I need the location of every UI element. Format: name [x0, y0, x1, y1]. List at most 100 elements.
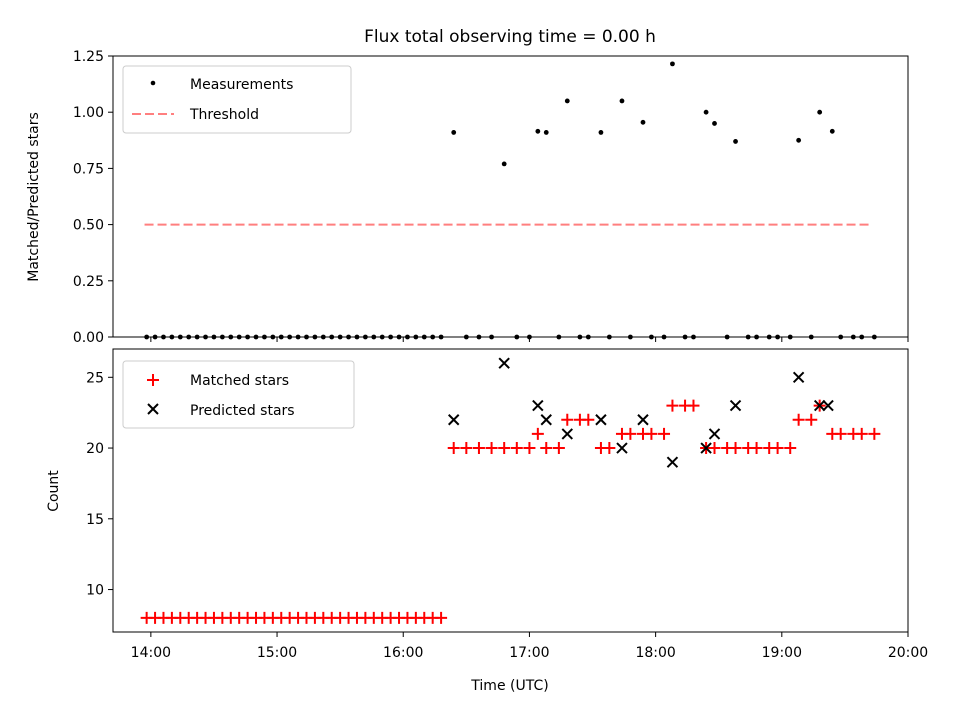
x-axis: 14:00 15:00 16:00 17:00 18:00 19:00 20:00	[131, 632, 928, 661]
predicted-point	[792, 371, 805, 384]
measurement-point	[514, 334, 520, 340]
measurement-point	[354, 334, 360, 340]
predicted-point	[616, 442, 628, 454]
matched-point	[687, 399, 700, 412]
measurement-point	[745, 334, 751, 340]
matched-point	[561, 413, 574, 426]
bottom-panel: 10 15 20 25 14:00 15:00 16:00 17:00 18:00 19:00 2…	[46, 348, 928, 694]
measurement-point	[295, 334, 301, 340]
x-axis-label: Time (UTC)	[470, 678, 548, 694]
measurement-point	[577, 334, 583, 340]
measurement-point	[829, 128, 835, 134]
predicted-point	[532, 399, 544, 412]
matched-point	[531, 427, 544, 440]
top-y-tick-label: 1.00	[73, 105, 104, 121]
measurement-point	[501, 161, 507, 167]
measurement-point	[262, 334, 267, 340]
measurement-point	[649, 334, 654, 340]
matched-point	[540, 442, 553, 455]
predicted-legend-label: Predicted stars	[190, 403, 295, 419]
predicted-point	[700, 442, 712, 454]
bottom-y-tick-label: 10	[86, 583, 104, 599]
matched-point	[868, 427, 881, 440]
measurement-point	[194, 334, 200, 340]
predicted-points	[448, 357, 834, 468]
measurement-point	[606, 334, 612, 340]
measurement-legend-marker	[150, 80, 156, 86]
matched-point	[658, 427, 671, 440]
measurement-point	[169, 334, 175, 340]
matched-point	[834, 427, 847, 440]
measurement-point	[203, 334, 208, 340]
measurement-point	[152, 334, 158, 340]
measurement-point	[598, 130, 604, 135]
measurement-point	[362, 334, 368, 340]
top-legend-box	[122, 65, 352, 134]
matched-point	[510, 442, 523, 455]
matched-point	[498, 442, 511, 455]
top-x-ticks	[150, 337, 909, 342]
measurement-point	[850, 334, 856, 340]
measurement-point	[808, 334, 814, 340]
predicted-point	[595, 414, 607, 426]
measurement-point	[253, 334, 259, 340]
measurement-point	[144, 334, 150, 340]
measurement-point	[640, 119, 646, 125]
x-tick-label: 15:00	[257, 645, 297, 661]
measurement-point	[371, 334, 377, 340]
measurement-point	[388, 334, 394, 340]
predicted-point	[448, 414, 460, 426]
measurement-point	[871, 334, 877, 340]
matched-point	[708, 442, 721, 455]
x-tick-label: 17:00	[509, 645, 549, 661]
bottom-y-label: Count	[46, 470, 62, 512]
measurement-point	[211, 334, 217, 340]
measurement-point	[219, 334, 225, 340]
measurement-point	[670, 61, 675, 67]
matched-point	[624, 427, 637, 440]
measurement-points	[144, 61, 877, 340]
top-y-label: Matched/Predicted stars	[26, 112, 42, 282]
predicted-point	[540, 414, 552, 426]
measurement-point	[421, 334, 427, 340]
measurement-point	[270, 334, 276, 340]
predicted-point	[637, 414, 649, 426]
matched-point	[523, 442, 536, 455]
bottom-legend: Matched stars Predicted stars	[122, 360, 355, 429]
chart-title: Flux total observing time = 0.00 h	[364, 27, 656, 47]
x-tick-label: 20:00	[888, 645, 928, 661]
measurement-point	[405, 334, 410, 340]
bottom-y-tick-label: 25	[86, 370, 104, 386]
measurement-point	[627, 334, 633, 340]
measurement-point	[346, 334, 351, 340]
top-y-tick-label: 0.25	[73, 274, 104, 290]
matched-point	[729, 442, 742, 455]
measurement-point	[754, 334, 759, 340]
top-y-tick-label: 0.75	[73, 161, 104, 177]
matched-point	[645, 427, 658, 440]
bottom-panel-frame	[112, 348, 909, 633]
top-y-tick-label: 0.50	[73, 218, 104, 234]
measurement-point	[329, 334, 335, 340]
measurement-point	[556, 334, 562, 340]
matched-points	[140, 399, 881, 624]
top-y-tick-label: 1.25	[73, 49, 104, 65]
matched-point	[805, 413, 818, 426]
measurement-point	[682, 334, 688, 340]
top-y-tick-label: 0.00	[73, 330, 104, 346]
measurement-point	[703, 109, 709, 115]
measurement-point	[177, 334, 183, 340]
measurement-point	[312, 334, 318, 340]
predicted-point	[666, 456, 679, 468]
measurement-point	[838, 334, 844, 340]
matched-point	[485, 442, 498, 455]
measurement-point	[186, 334, 192, 340]
bottom-y-tick-label: 15	[86, 512, 104, 528]
measurement-point	[585, 334, 591, 340]
measurement-point	[712, 121, 717, 126]
predicted-point	[708, 428, 721, 440]
top-y-axis: 0.00 0.25 0.50 0.75 1.00 1.25	[73, 49, 113, 346]
matched-point	[435, 611, 448, 624]
threshold-legend-label: Threshold	[189, 107, 259, 123]
